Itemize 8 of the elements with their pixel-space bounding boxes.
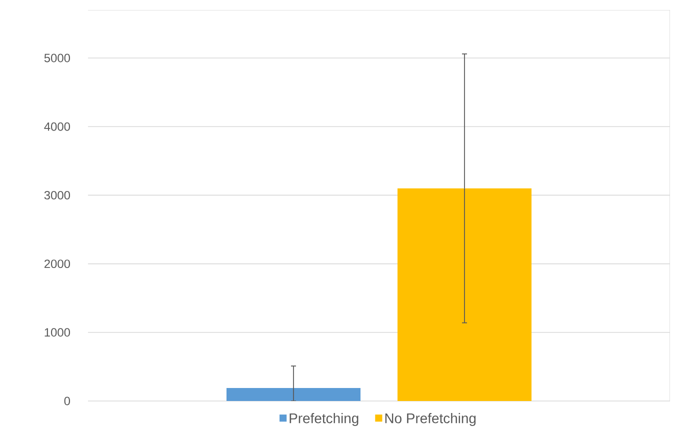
y-tick-label: 1000 <box>44 328 70 337</box>
legend-label: No Prefetching <box>385 413 476 426</box>
y-tick-label: 5000 <box>44 54 70 62</box>
y-tick-label: 2000 <box>44 260 70 268</box>
y-tick-label: 4000 <box>44 122 70 131</box>
y-tick-label: 0 <box>64 396 70 406</box>
legend-label: Prefetching <box>290 413 358 426</box>
y-tick-label: 3000 <box>44 190 70 200</box>
